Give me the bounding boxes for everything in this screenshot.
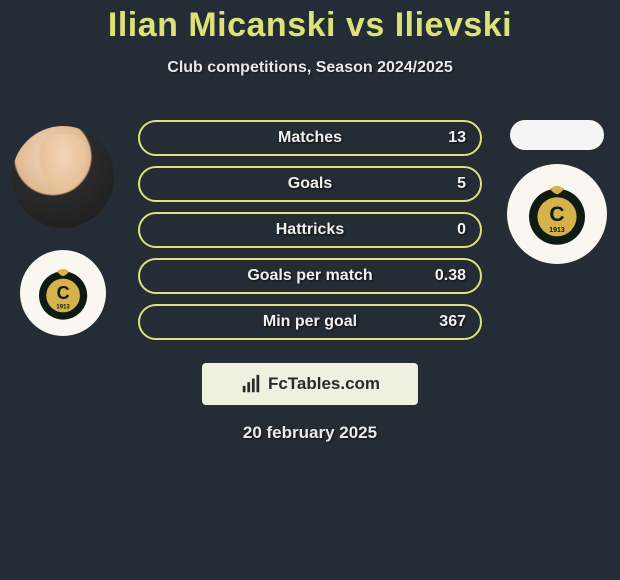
right-column: C 1913 <box>502 120 612 264</box>
bar-chart-icon <box>240 373 262 395</box>
svg-text:1913: 1913 <box>549 227 565 234</box>
player2-photo-placeholder <box>510 120 604 150</box>
left-column: C 1913 <box>8 126 118 336</box>
stat-label: Goals per match <box>247 267 372 285</box>
date-label: 20 february 2025 <box>0 423 620 443</box>
branding-badge: FcTables.com <box>202 363 418 405</box>
svg-text:1913: 1913 <box>56 305 70 311</box>
player1-photo <box>12 126 114 228</box>
stats-container: Matches 13 Goals 5 Hattricks 0 Goals per… <box>138 120 482 350</box>
vs-label: vs <box>346 6 385 44</box>
stat-label: Hattricks <box>276 221 344 239</box>
stat-row: Goals 5 <box>138 166 482 202</box>
player2-name: Ilievski <box>395 6 512 44</box>
stat-row: Min per goal 367 <box>138 304 482 340</box>
svg-text:C: C <box>56 283 69 303</box>
stat-value-right: 0.38 <box>435 267 466 285</box>
stat-row: Goals per match 0.38 <box>138 258 482 294</box>
stat-label: Min per goal <box>263 313 357 331</box>
stat-label: Matches <box>278 129 342 147</box>
stat-value-right: 13 <box>448 129 466 147</box>
stat-value-right: 367 <box>439 313 466 331</box>
player1-club-badge: C 1913 <box>20 250 106 336</box>
club-crest-icon: C 1913 <box>522 179 592 249</box>
stat-value-right: 0 <box>457 221 466 239</box>
stat-label: Goals <box>288 175 332 193</box>
stat-row: Hattricks 0 <box>138 212 482 248</box>
subtitle: Club competitions, Season 2024/2025 <box>0 59 620 77</box>
footer-block: FcTables.com 20 february 2025 <box>0 353 620 443</box>
svg-text:C: C <box>549 203 564 226</box>
branding-text: FcTables.com <box>268 374 380 394</box>
stat-value-right: 5 <box>457 175 466 193</box>
stat-row: Matches 13 <box>138 120 482 156</box>
player2-club-badge: C 1913 <box>507 164 607 264</box>
page-title: Ilian Micanski vs Ilievski <box>0 0 620 45</box>
player1-name: Ilian Micanski <box>108 6 336 44</box>
club-crest-icon: C 1913 <box>33 263 93 323</box>
